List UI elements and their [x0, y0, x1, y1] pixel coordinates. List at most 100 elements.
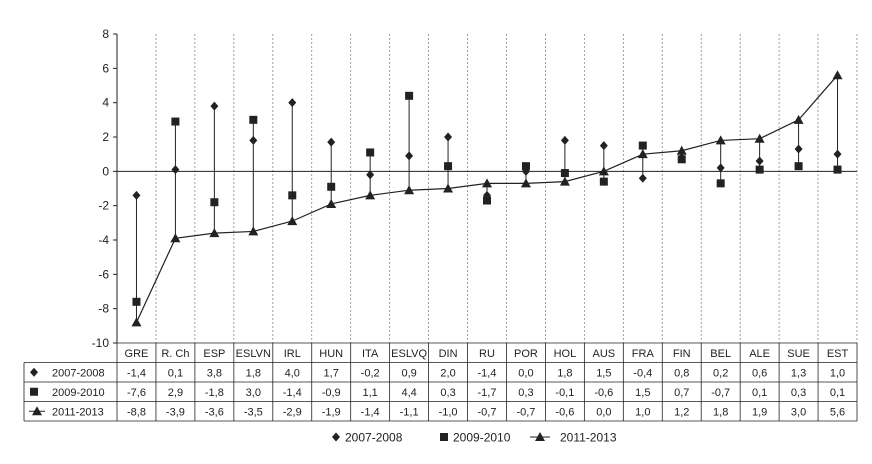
point-2011-2013 — [598, 166, 609, 176]
category-label: RU — [479, 348, 495, 360]
point-2007-2008 — [366, 170, 375, 180]
series-name: 2009-2010 — [52, 387, 105, 399]
point-2011-2013 — [170, 233, 181, 243]
series-name: 2007-2008 — [52, 367, 105, 379]
point-2011-2013 — [482, 178, 492, 188]
data-cell: -3,9 — [166, 406, 185, 418]
data-cell: 2,9 — [168, 387, 183, 399]
point-2011-2013 — [793, 114, 804, 124]
category-label: ESP — [203, 348, 225, 360]
data-cell: -0,1 — [555, 387, 574, 399]
category-label: HUN — [319, 348, 343, 360]
data-cell: -0,9 — [322, 387, 341, 399]
y-tick-label: -6 — [98, 267, 109, 281]
data-cell: -2,9 — [283, 406, 302, 418]
legend-marker — [332, 432, 340, 442]
data-cell: 4,0 — [285, 367, 300, 379]
category-label: ESLVN — [236, 348, 271, 360]
data-cell: 1,2 — [674, 406, 689, 418]
point-2007-2008 — [638, 173, 647, 183]
data-cell: 0,0 — [518, 367, 533, 379]
category-label: POR — [514, 348, 538, 360]
point-2009-2010 — [483, 196, 491, 205]
point-2007-2008 — [599, 141, 608, 151]
y-tick-label: -10 — [92, 336, 110, 350]
point-2011-2013 — [248, 226, 259, 236]
data-cell: 1,5 — [596, 367, 611, 379]
point-2009-2010 — [833, 165, 842, 174]
data-cell: 0,9 — [401, 367, 416, 379]
point-2007-2008 — [249, 135, 258, 145]
point-2007-2008 — [171, 165, 180, 175]
point-2009-2010 — [716, 179, 725, 188]
data-cell: 1,9 — [752, 406, 767, 418]
point-2011-2013 — [443, 183, 454, 193]
y-tick-label: 0 — [102, 164, 109, 178]
data-cell: -0,6 — [555, 406, 574, 418]
data-cell: 4,4 — [401, 387, 416, 399]
point-2009-2010 — [249, 115, 258, 124]
point-2011-2013 — [559, 176, 570, 186]
data-cell: 1,3 — [791, 367, 806, 379]
legend-marker — [535, 432, 545, 441]
point-2011-2013 — [209, 228, 220, 238]
point-2007-2008 — [560, 135, 569, 145]
category-label: HOL — [554, 348, 577, 360]
point-2011-2013 — [287, 216, 298, 226]
y-tick-label: 6 — [102, 61, 109, 75]
point-2009-2010 — [327, 182, 336, 191]
series-name: 2011-2013 — [52, 406, 104, 418]
point-2009-2010 — [366, 148, 375, 157]
table-key-marker — [32, 406, 42, 416]
category-label: ITA — [362, 348, 379, 360]
data-cell: -8,8 — [127, 406, 146, 418]
category-label: FRA — [632, 348, 655, 360]
data-cell: 0,3 — [791, 387, 806, 399]
data-cell: 0,2 — [713, 367, 728, 379]
point-2011-2013 — [520, 178, 531, 188]
data-cell: -1,0 — [439, 406, 458, 418]
point-2011-2013 — [637, 149, 648, 159]
point-2009-2010 — [755, 165, 764, 174]
point-2011-2013 — [754, 133, 765, 143]
data-cell: -1,4 — [361, 406, 380, 418]
data-cell: 1,0 — [635, 406, 650, 418]
point-2007-2008 — [833, 149, 842, 159]
point-2011-2013 — [715, 135, 726, 145]
point-2011-2013 — [676, 145, 687, 155]
point-2007-2008 — [288, 98, 297, 108]
data-cell: -1,8 — [205, 387, 224, 399]
point-2009-2010 — [638, 141, 647, 150]
data-cell: 1,7 — [324, 367, 339, 379]
data-cell: -0,7 — [478, 406, 497, 418]
data-cell: -0,7 — [516, 406, 535, 418]
data-cell: -0,7 — [711, 387, 730, 399]
point-2009-2010 — [210, 198, 219, 207]
data-cell: 3,8 — [207, 367, 222, 379]
category-label: BEL — [710, 348, 731, 360]
point-2009-2010 — [405, 91, 414, 100]
y-tick-label: -2 — [98, 199, 109, 213]
series-markers — [131, 70, 843, 327]
category-label: ESLVQ — [391, 348, 427, 360]
category-label: FIN — [673, 348, 691, 360]
point-2007-2008 — [755, 156, 764, 166]
point-2007-2008 — [405, 151, 414, 161]
data-cell: 1,0 — [830, 367, 845, 379]
data-cell: 0,1 — [830, 387, 845, 399]
point-2009-2010 — [444, 162, 453, 171]
y-tick-label: -8 — [98, 302, 109, 316]
data-cell: -3,6 — [205, 406, 224, 418]
category-label: R. Ch — [161, 348, 189, 360]
data-cell: 0,0 — [596, 406, 611, 418]
point-2011-2013 — [326, 198, 337, 208]
point-2007-2008 — [444, 132, 453, 142]
point-2009-2010 — [677, 155, 686, 164]
data-cell: 0,8 — [674, 367, 689, 379]
table-key-marker — [30, 367, 38, 377]
data-cell: 3,0 — [791, 406, 806, 418]
y-tick-label: 8 — [102, 27, 109, 41]
point-2009-2010 — [171, 117, 180, 126]
point-2007-2008 — [716, 163, 725, 173]
